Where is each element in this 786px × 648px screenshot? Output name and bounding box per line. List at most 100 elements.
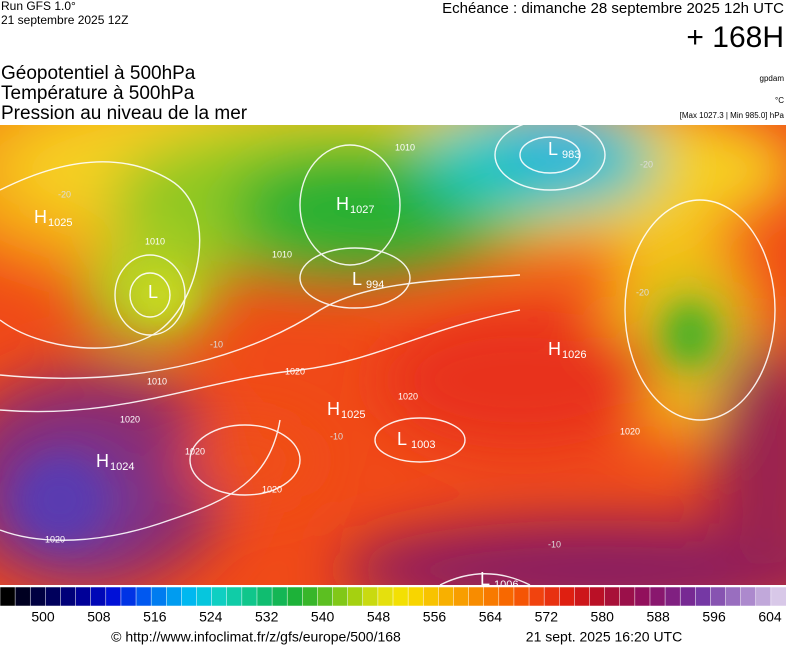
- colorbar-cell: [75, 586, 92, 607]
- center-letter: H: [548, 339, 561, 359]
- colorbar-cell: [634, 586, 651, 607]
- isobar-label: 1020: [398, 391, 418, 401]
- colorbar-label: 564: [479, 609, 503, 625]
- center-letter: H: [327, 399, 340, 419]
- title-geopotential: Géopotentiel à 500hPa: [1, 63, 196, 84]
- isobar-label: 1020: [285, 366, 305, 376]
- center-letter: L: [548, 139, 558, 159]
- isobar-label: 1020: [620, 426, 640, 436]
- isobar-label: 1010: [147, 376, 167, 386]
- colorbar-label: 580: [591, 609, 615, 625]
- colorbar-cell: [407, 586, 424, 607]
- colorbar-cell: [604, 586, 621, 607]
- colorbar-cell: [286, 586, 304, 607]
- center-value: 1025: [48, 217, 72, 229]
- center-letter: L: [397, 429, 407, 449]
- colorbar-label: 524: [199, 609, 223, 625]
- title-temperature: Température à 500hPa: [1, 83, 195, 104]
- temperature-label: -20: [640, 159, 653, 169]
- colorbar-cell: [710, 586, 727, 607]
- isobar-label: 1010: [272, 249, 292, 259]
- footer-generated: 21 sept. 2025 16:20 UTC: [526, 629, 682, 645]
- colorbar-cell: [29, 586, 47, 607]
- unit-pressure: [Max 1027.3 | Min 985.0] hPa: [680, 111, 785, 120]
- isobar-label: 1010: [395, 142, 415, 152]
- colorbar-cell: [422, 586, 440, 607]
- colorbar-label: 588: [646, 609, 670, 625]
- colorbar-cell: [377, 586, 394, 607]
- colorbar-cell: [211, 586, 228, 607]
- temperature-label: -20: [58, 189, 71, 199]
- colorbar-cell: [181, 586, 198, 607]
- colorbar-cell: [528, 586, 545, 607]
- isobar-label: 1020: [120, 414, 140, 424]
- colorbar-cell: [14, 586, 31, 607]
- colorbar-cell: [664, 586, 681, 607]
- colorbar-cell: [740, 586, 757, 607]
- colorbar-label: 596: [702, 609, 726, 625]
- center-value: 1026: [562, 349, 586, 361]
- center-value: 983: [562, 149, 580, 161]
- temperature-label: -10: [210, 339, 223, 349]
- colorbar-cell: [226, 586, 243, 607]
- center-letter: L: [352, 269, 362, 289]
- unit-geopotential: gpdam: [760, 74, 785, 83]
- colorbar-cell: [256, 586, 273, 607]
- colorbar-cell: [498, 586, 515, 607]
- colorbar-label: 500: [31, 609, 55, 625]
- center-value: 1024: [110, 461, 134, 473]
- colorbar-cell: [317, 586, 334, 607]
- lead-time: + 168H: [686, 21, 784, 54]
- center-value: 1003: [411, 439, 435, 451]
- colorbar-cell: [770, 586, 786, 607]
- colorbar-label: 540: [311, 609, 335, 625]
- colorbar-label: 604: [758, 609, 782, 625]
- field-detail: [20, 270, 712, 540]
- colorbar-cell: [135, 586, 152, 607]
- colorbar-cell: [453, 586, 470, 607]
- colorbar-cell: [755, 586, 772, 607]
- center-value: 994: [366, 279, 384, 291]
- isobar-label: 1020: [262, 484, 282, 494]
- colorbar-cell: [241, 586, 258, 607]
- center-value: 1025: [341, 409, 365, 421]
- isobar-label: 1020: [185, 446, 205, 456]
- colorbar-cell: [90, 586, 107, 607]
- colorbar-cell: [559, 586, 576, 607]
- colorbar-cell: [271, 586, 288, 607]
- colorbar-cell: [513, 586, 530, 607]
- colorbar-label: 508: [87, 609, 111, 625]
- colorbar-cell: [120, 586, 137, 607]
- footer-source: © http://www.infoclimat.fr/z/gfs/europe/…: [111, 629, 401, 645]
- colorbar-cell: [347, 586, 364, 607]
- center-letter: L: [148, 282, 158, 302]
- run-label: Run GFS 1.0°: [1, 0, 76, 13]
- colorbar-label: 532: [255, 609, 279, 625]
- colorbar-cell: [543, 586, 561, 607]
- colorbar-cell: [0, 586, 16, 607]
- colorbar-cell: [679, 586, 697, 607]
- map: [0, 125, 786, 585]
- colorbar-cell: [392, 586, 409, 607]
- run-date: 21 septembre 2025 12Z: [1, 13, 128, 27]
- field: [0, 125, 786, 585]
- colorbar-cell: [302, 586, 319, 607]
- colorbar-cell: [60, 586, 77, 607]
- colorbar-cell: [695, 586, 712, 607]
- center-letter: H: [96, 451, 109, 471]
- colorbar-cell: [150, 586, 168, 607]
- center-value: 1027: [350, 204, 374, 216]
- center-letter: H: [34, 207, 47, 227]
- isobar-labels: 1010 1010 1010 1020 1020 1020 1020 1020 1010 1020…: [45, 142, 653, 549]
- colorbar-label: 556: [423, 609, 447, 625]
- colorbar-label: 516: [143, 609, 167, 625]
- colorbar-cell: [166, 586, 183, 607]
- colorbar-cell: [45, 586, 62, 607]
- isobars: [0, 125, 776, 585]
- colorbar-cell: [196, 586, 213, 607]
- temperature-label: -10: [330, 431, 343, 441]
- colorbar-cell: [619, 586, 636, 607]
- colorbar: 500 508 516 524 532 540 548 556 564 572 580 588 596 6…: [0, 586, 786, 625]
- colorbar-cell: [725, 586, 742, 607]
